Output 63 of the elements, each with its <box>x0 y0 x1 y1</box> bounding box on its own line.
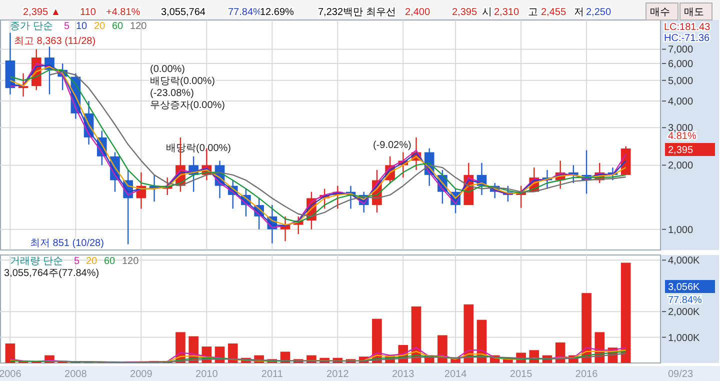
y-tick-label: 2,000K <box>668 307 700 318</box>
text: +4.81% <box>106 7 140 18</box>
y-tick-label: 4,000 <box>668 96 694 108</box>
button: 매수 <box>646 2 678 20</box>
legend-title: 종가 단순 <box>10 21 53 32</box>
text: 60 <box>104 256 116 267</box>
text: 시 <box>482 7 492 18</box>
x-tick-label: 2016 <box>575 369 598 380</box>
text: 10 <box>76 21 88 32</box>
text: 09/23 <box>668 369 694 380</box>
text: 120 <box>122 256 140 267</box>
y-tick-label: 6,000 <box>668 59 694 70</box>
y-tick-label: 1,000 <box>668 224 694 236</box>
legend-title: 거래량 단순 <box>10 256 63 267</box>
x-tick-label: 2006 <box>0 369 22 380</box>
text: 2,400 <box>405 7 430 18</box>
x-tick-label: 2014 <box>444 369 468 380</box>
x-tick-label: 2015 <box>510 369 533 380</box>
button: 매도 <box>680 2 712 20</box>
annotation: (0.00%) <box>150 64 186 75</box>
annotation: 배당락(0.00%) <box>150 76 216 87</box>
text: 110 <box>80 7 96 18</box>
x-tick-label: 2013 <box>392 369 415 380</box>
y-tick-label: 4,000K <box>668 256 700 267</box>
x-tick-label: 2008 <box>64 369 88 380</box>
text: 최우선 <box>366 7 396 18</box>
text: 5 <box>64 21 70 32</box>
x-tick-label: 2009 <box>130 369 153 380</box>
text: 77.84% <box>228 7 262 18</box>
text: 2,310 <box>494 7 520 18</box>
annotation: 3,055,764주(77.84%) <box>4 268 100 279</box>
text: 고 <box>528 7 538 18</box>
annotation: 무상증자(0.00%) <box>150 100 226 111</box>
text: 60 <box>112 21 124 32</box>
text: 20 <box>86 256 98 267</box>
annotation: (-23.08%) <box>150 88 194 99</box>
x-tick-label: 2012 <box>326 369 350 380</box>
text: 2,395 <box>668 145 694 156</box>
y-tick-label: 5,000 <box>668 76 694 87</box>
text: 4.81% <box>668 131 696 142</box>
y-tick-label: 7,000 <box>668 44 694 56</box>
text: LC:181.43 <box>664 22 711 33</box>
text: 3,055,764 <box>161 7 206 18</box>
text: 77.84% <box>668 295 702 306</box>
y-tick-label: 1,000K <box>668 332 700 344</box>
annotation: (-9.02%) <box>373 140 412 151</box>
text: 2,395 <box>452 7 478 18</box>
text: 3,056K <box>668 282 700 293</box>
annotation: 최고 8,363 (11/28) <box>14 36 96 47</box>
text: 5 <box>74 256 80 267</box>
text: 20 <box>94 21 106 32</box>
annotation: 최저 851 (10/28) <box>30 238 104 249</box>
text: 2,395 ▲ <box>23 7 61 18</box>
text: 저 <box>574 7 584 18</box>
text: 12.69% <box>260 7 294 18</box>
x-tick-label: 2010 <box>196 369 218 380</box>
text: 7,232백만 <box>318 7 364 18</box>
text: 120 <box>130 21 148 32</box>
y-tick-label: 2,000 <box>668 160 694 172</box>
text: 2,250 <box>586 7 612 18</box>
text: 2,455 <box>541 7 566 18</box>
x-tick-label: 2011 <box>261 369 284 380</box>
text: HC:-71.36 <box>664 33 710 44</box>
